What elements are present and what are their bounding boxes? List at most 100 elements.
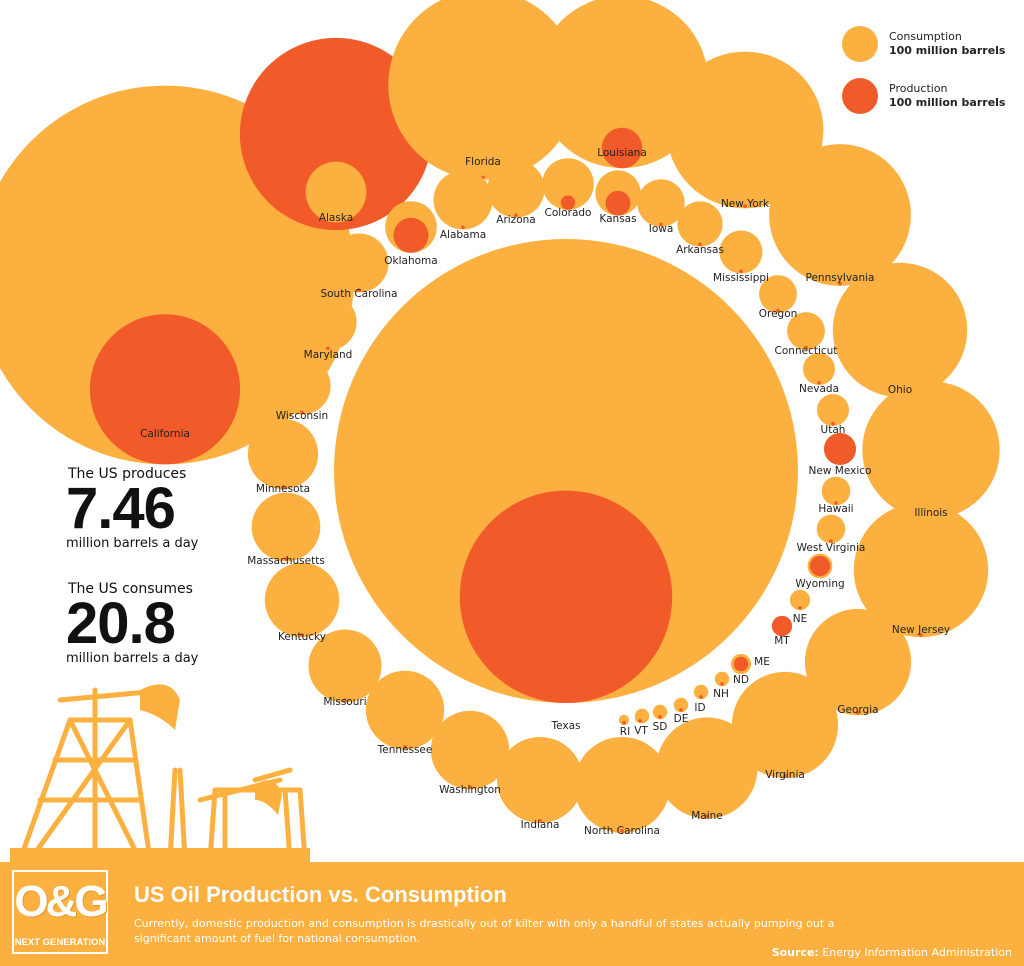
production-bubble-massachusetts bbox=[284, 557, 288, 561]
bubble-pennsylvania bbox=[769, 144, 911, 286]
state-label-nh: NH bbox=[713, 688, 729, 700]
state-label-california: California bbox=[140, 428, 190, 440]
production-bubble-new-york bbox=[743, 204, 747, 208]
state-label-ne: NE bbox=[793, 613, 808, 625]
production-bubble-pennsylvania bbox=[838, 281, 842, 286]
production-bubble-nh bbox=[699, 695, 703, 699]
bubble-virginia bbox=[731, 671, 839, 779]
consumption-bubble-ohio bbox=[832, 262, 968, 398]
bubble-maine bbox=[656, 717, 758, 819]
state-label-ohio: Ohio bbox=[888, 384, 912, 396]
consumption-bubble-mississippi bbox=[719, 230, 763, 274]
state-label-layer: California Texas Alaska Florida Louisiana New… bbox=[140, 147, 950, 837]
bubble-oregon bbox=[759, 275, 797, 313]
consumption-bubble-new-york bbox=[666, 51, 824, 209]
state-label-louisiana: Louisiana bbox=[597, 147, 647, 159]
bubble-new-jersey bbox=[853, 502, 989, 638]
bubble-washington bbox=[430, 710, 510, 790]
consumption-bubble-west-virginia bbox=[816, 514, 846, 544]
state-label-sd: SD bbox=[653, 721, 668, 733]
state-label-oklahoma: Oklahoma bbox=[384, 255, 437, 267]
consumption-bubble-louisiana bbox=[535, 0, 709, 169]
bubble-nh bbox=[693, 684, 709, 700]
infographic-title: US Oil Production vs. Consumption bbox=[134, 882, 507, 907]
production-bubble-mt bbox=[771, 615, 793, 637]
consumption-bubble-texas bbox=[334, 239, 798, 703]
production-bubble-kansas bbox=[605, 190, 631, 216]
production-bubble-maine bbox=[705, 814, 709, 819]
production-bubble-arizona bbox=[514, 213, 518, 218]
consumption-bubble-minnesota bbox=[247, 418, 319, 490]
consumption-bubble-vt bbox=[634, 712, 646, 724]
consumption-bubble-arizona bbox=[487, 160, 545, 218]
state-label-hawaii: Hawaii bbox=[818, 503, 853, 515]
stat-consumes-value: 20.8 bbox=[66, 591, 176, 656]
bubble-kansas bbox=[595, 170, 641, 216]
bubble-arkansas bbox=[677, 201, 723, 247]
production-bubble-new-mexico bbox=[824, 433, 856, 465]
production-bubble-louisiana bbox=[601, 127, 643, 169]
production-bubble-nd bbox=[720, 682, 724, 686]
consumption-bubble-washington bbox=[430, 710, 510, 790]
state-label-virginia: Virginia bbox=[765, 769, 805, 781]
production-bubble-virginia bbox=[783, 774, 787, 778]
production-bubble-me bbox=[733, 656, 749, 672]
consumption-bubble-maine bbox=[656, 717, 758, 819]
state-label-utah: Utah bbox=[821, 424, 846, 436]
bubble-west-virginia bbox=[816, 514, 846, 544]
state-label-oregon: Oregon bbox=[759, 308, 798, 320]
production-bubble-nevada bbox=[817, 380, 821, 385]
production-bubble-ri bbox=[622, 721, 626, 725]
stat-produces: The US produces 7.46 million barrels a d… bbox=[66, 466, 246, 551]
state-label-maryland: Maryland bbox=[304, 349, 353, 361]
state-label-ri: RI bbox=[620, 726, 630, 738]
legend-consumption-label: Consumption bbox=[889, 30, 962, 43]
derrick-beam bbox=[167, 767, 178, 863]
state-label-illinois: Illinois bbox=[914, 507, 947, 519]
bubble-me bbox=[730, 653, 752, 675]
bubble-mississippi bbox=[719, 230, 763, 274]
consumption-bubble-new-jersey bbox=[853, 502, 989, 638]
legend-consumption-swatch bbox=[842, 26, 878, 62]
derrick-beam bbox=[177, 767, 188, 863]
production-bubble-de bbox=[658, 715, 662, 719]
consumption-bubble-id bbox=[673, 697, 689, 713]
state-label-mt: MT bbox=[774, 635, 790, 647]
production-bubble-id bbox=[679, 708, 683, 712]
bubble-ri bbox=[618, 714, 630, 726]
bubble-connecticut bbox=[787, 312, 825, 350]
consumption-bubble-georgia bbox=[804, 608, 912, 716]
stat-produces-unit: million barrels a day bbox=[66, 536, 199, 551]
production-bubble-texas bbox=[459, 490, 673, 703]
state-label-colorado: Colorado bbox=[545, 207, 592, 219]
consumption-bubble-arkansas bbox=[677, 201, 723, 247]
consumption-bubble-illinois bbox=[862, 381, 1000, 519]
bubble-illinois bbox=[862, 381, 1000, 519]
og-logo: O&G NEXT GENERATION bbox=[12, 870, 109, 954]
state-label-indiana: Indiana bbox=[521, 819, 560, 831]
state-label-georgia: Georgia bbox=[837, 704, 878, 716]
bubble-new-york bbox=[666, 51, 824, 209]
production-bubble-alabama bbox=[461, 225, 465, 229]
bubble-tennessee bbox=[365, 670, 445, 750]
state-label-kansas: Kansas bbox=[599, 213, 636, 225]
state-label-massachusetts: Massachusetts bbox=[247, 555, 325, 567]
state-label-de: DE bbox=[674, 713, 689, 725]
bubble-mt bbox=[771, 615, 793, 637]
legend-production-label: Production bbox=[889, 82, 948, 95]
consumption-bubble-connecticut bbox=[787, 312, 825, 350]
bubble-nd bbox=[714, 671, 730, 687]
stat-produces-lead: The US produces bbox=[68, 466, 187, 482]
production-bubble-california bbox=[89, 314, 241, 465]
state-label-washington: Washington bbox=[439, 784, 501, 796]
state-label-new-mexico: New Mexico bbox=[809, 465, 872, 477]
pump-head bbox=[140, 684, 180, 730]
consumption-bubble-nd bbox=[714, 671, 730, 687]
bubble-indiana bbox=[497, 737, 583, 823]
derrick-beam bbox=[67, 717, 143, 863]
consumption-bubble-ri bbox=[618, 714, 630, 726]
pump-head-small bbox=[255, 780, 282, 815]
production-bubble-south-carolina bbox=[357, 288, 361, 293]
state-label-alabama: Alabama bbox=[440, 229, 486, 241]
state-label-nd: ND bbox=[733, 674, 749, 686]
